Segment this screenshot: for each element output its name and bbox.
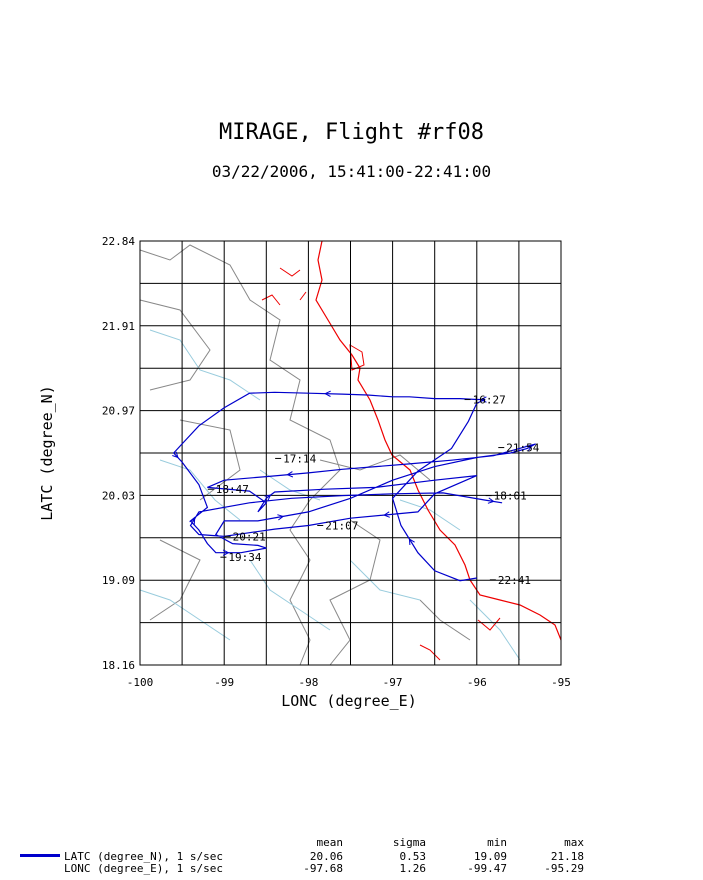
annotation-layer: 16:27 21:54 17:14 18:47 18:01 21:07 20:21 19:34… bbox=[207, 394, 540, 587]
stats-row-sigma: 1.26 bbox=[399, 862, 427, 875]
x-tick-label: -97 bbox=[383, 676, 403, 689]
state-boundary bbox=[139, 299, 241, 621]
direction-arrow bbox=[479, 396, 487, 403]
stats-row-label: LONC (degree_E), 1 s/sec bbox=[64, 862, 223, 875]
time-annotation: 16:27 bbox=[473, 394, 506, 407]
y-tick-label: 20.97 bbox=[102, 405, 135, 418]
grid bbox=[140, 241, 561, 665]
x-tick-label: -100 bbox=[127, 676, 154, 689]
x-tick-label: -96 bbox=[467, 676, 487, 689]
x-tick-label: -98 bbox=[298, 676, 318, 689]
direction-arrow bbox=[324, 390, 331, 397]
y-axis-label: LATC (degree_N) bbox=[38, 385, 56, 520]
state-boundary bbox=[319, 454, 471, 666]
y-tick-label: 22.84 bbox=[102, 235, 135, 248]
time-annotation: 21:07 bbox=[325, 519, 358, 532]
stats-header-max: max bbox=[564, 836, 584, 849]
time-annotation: 22:41 bbox=[498, 574, 531, 587]
flight-track-line bbox=[172, 391, 536, 582]
coastline bbox=[261, 267, 501, 661]
stats-row-label: LATC (degree_N), 1 s/sec bbox=[64, 850, 223, 863]
direction-arrow bbox=[286, 471, 294, 478]
state-boundary bbox=[139, 244, 341, 666]
direction-arrow bbox=[172, 451, 179, 459]
stats-row-max: 21.18 bbox=[550, 850, 584, 863]
stats-row-sigma: 0.53 bbox=[399, 850, 427, 863]
legend-line-sample bbox=[20, 854, 60, 857]
direction-arrow bbox=[487, 497, 495, 504]
stats-row-max: -95.29 bbox=[544, 862, 584, 875]
time-annotation: 20:21 bbox=[233, 530, 266, 543]
stats-row-min: 19.09 bbox=[473, 850, 507, 863]
plot-frame bbox=[139, 240, 562, 666]
time-annotation: 21:54 bbox=[506, 442, 539, 455]
direction-arrow bbox=[189, 517, 196, 525]
track-layer bbox=[172, 390, 536, 582]
y-tick-label: 21.91 bbox=[102, 320, 135, 333]
stats-header-mean: mean bbox=[316, 836, 344, 849]
time-annotation: 18:47 bbox=[216, 483, 249, 496]
x-tick-label: -95 bbox=[551, 676, 571, 689]
y-tick-label: 18.16 bbox=[102, 659, 135, 672]
y-tick-label: 20.03 bbox=[102, 489, 135, 502]
time-annotation: 17:14 bbox=[283, 452, 316, 465]
river bbox=[149, 329, 521, 661]
chart-subtitle: 03/22/2006, 15:41:00-22:41:00 bbox=[211, 162, 492, 181]
direction-arrow bbox=[383, 511, 390, 518]
stats-table: mean sigma min max LATC (degree_N), 1 s/… bbox=[0, 836, 703, 880]
direction-arrow bbox=[264, 494, 272, 501]
direction-arrow bbox=[277, 514, 285, 521]
map-background bbox=[139, 240, 562, 666]
x-tick-label: -99 bbox=[214, 676, 234, 689]
time-annotation: 18:01 bbox=[494, 490, 527, 503]
y-tick-label: 19.09 bbox=[102, 574, 135, 587]
x-axis-label: LONC (degree_E) bbox=[281, 692, 416, 710]
stats-header-min: min bbox=[487, 836, 507, 849]
stats-header-sigma: sigma bbox=[392, 836, 426, 849]
direction-arrow bbox=[408, 538, 415, 546]
stats-row-mean: 20.06 bbox=[309, 850, 343, 863]
stats-row-mean: -97.68 bbox=[303, 862, 343, 875]
chart-title: MIRAGE, Flight #rf08 bbox=[219, 120, 484, 145]
time-annotation: 19:34 bbox=[228, 551, 261, 564]
direction-arrow bbox=[222, 549, 230, 556]
stats-row-min: -99.47 bbox=[467, 862, 507, 875]
direction-arrow bbox=[525, 445, 533, 452]
coastline bbox=[315, 240, 562, 641]
tick-labels: -100 -99 -98 -97 -96 -95 18.16 19.09 20.03 20.97 2… bbox=[102, 235, 571, 689]
